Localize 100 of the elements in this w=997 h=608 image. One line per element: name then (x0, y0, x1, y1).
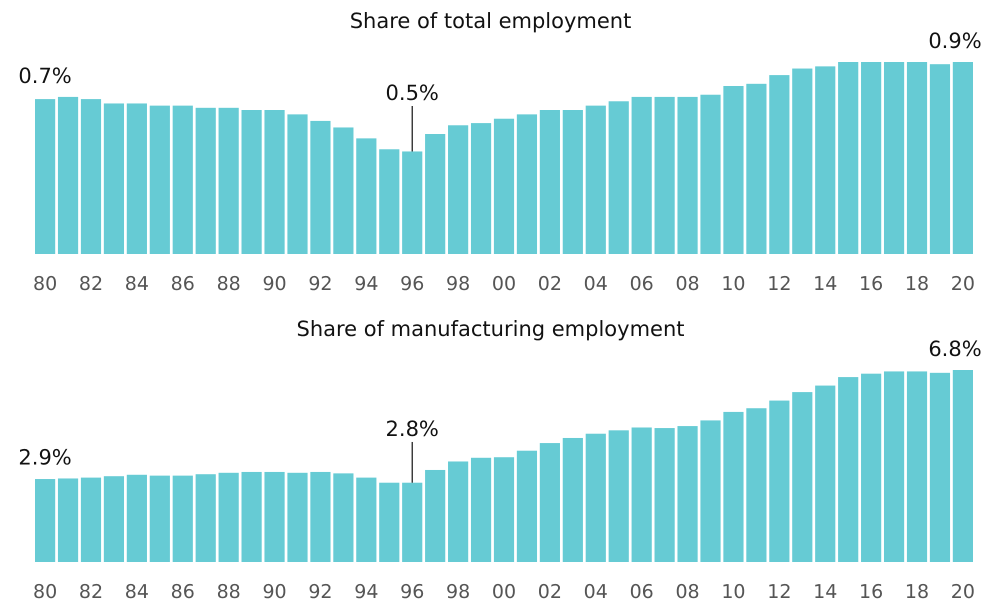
x-tick-label: 80 (33, 273, 58, 295)
x-tick-label: 02 (538, 581, 562, 603)
x-tick-label: 12 (767, 581, 792, 603)
x-tick-label: 06 (630, 273, 654, 295)
bar (632, 96, 652, 254)
bar (586, 106, 606, 254)
x-tick-label: 12 (767, 273, 792, 295)
x-tick-label: 92 (308, 581, 333, 603)
x-tick-label: 86 (170, 273, 195, 295)
x-tick-label: 00 (492, 273, 516, 295)
bar (562, 438, 583, 562)
bar (586, 434, 606, 562)
bar (356, 138, 376, 254)
bar (608, 430, 629, 562)
bar (287, 114, 308, 254)
bar (494, 457, 514, 562)
x-tick-label: 14 (813, 581, 838, 603)
bar (470, 458, 492, 562)
x-tick-label: 88 (216, 581, 241, 603)
bar (310, 120, 331, 254)
bar (884, 62, 904, 254)
x-tick-label: 18 (904, 273, 930, 295)
x-tick-label: 00 (492, 581, 516, 603)
bar (218, 472, 239, 562)
bar (700, 420, 721, 562)
bar (792, 68, 812, 254)
x-tick-label: 82 (78, 581, 104, 603)
bar (80, 99, 102, 254)
bar (516, 114, 538, 254)
x-tick-label: 20 (950, 273, 975, 295)
bar (242, 472, 262, 562)
x-tick-label: 16 (859, 273, 884, 295)
bar (723, 412, 744, 562)
bar (150, 476, 170, 562)
x-tick-label: 96 (400, 581, 424, 603)
bar (58, 478, 78, 562)
bar (196, 108, 216, 254)
x-tick-label: 84 (124, 581, 149, 603)
bar (838, 377, 858, 562)
x-tick-label: 16 (859, 581, 884, 603)
bar (172, 106, 193, 254)
chart-title: Share of total employment (350, 9, 632, 33)
bar (379, 149, 400, 254)
x-tick-label: 96 (400, 273, 424, 295)
bar (470, 123, 492, 254)
x-tick-label: 04 (584, 273, 608, 295)
bar (356, 478, 376, 562)
x-tick-label: 04 (584, 581, 608, 603)
bar (196, 474, 216, 562)
bar (861, 62, 882, 254)
x-tick-label: 14 (813, 273, 838, 295)
x-tick-label: 90 (262, 273, 287, 295)
bar (448, 125, 468, 254)
bar (379, 482, 400, 562)
bar (264, 110, 285, 254)
bar (425, 470, 446, 562)
bar (746, 408, 766, 562)
bar (333, 473, 354, 562)
bar (448, 461, 468, 562)
x-tick-label: 18 (904, 581, 930, 603)
bar (723, 86, 744, 254)
x-tick-label: 94 (354, 273, 378, 295)
bar (58, 96, 78, 254)
bar (35, 99, 56, 254)
bar (930, 64, 950, 254)
bar (218, 108, 239, 254)
bar (494, 118, 514, 254)
x-tick-label: 82 (78, 273, 104, 295)
x-tick-label: 10 (721, 273, 746, 295)
data-label: 2.9% (18, 445, 72, 470)
bar (126, 103, 147, 254)
bar (104, 103, 124, 254)
bar (952, 62, 973, 254)
x-tick-label: 94 (354, 581, 378, 603)
bar (80, 478, 102, 562)
bar (632, 427, 652, 562)
bar (562, 110, 583, 254)
bar (654, 428, 675, 562)
bar (402, 482, 422, 562)
bar (838, 62, 858, 254)
bar (906, 62, 928, 254)
data-label: 0.5% (386, 81, 439, 105)
bar (677, 96, 698, 254)
bar (287, 472, 308, 562)
x-tick-label: 92 (308, 273, 333, 295)
bar (930, 372, 950, 562)
x-tick-label: 10 (721, 581, 746, 603)
bar (540, 443, 560, 562)
bar (792, 392, 812, 562)
bar (769, 400, 790, 562)
x-tick-label: 08 (675, 581, 700, 603)
bar (815, 66, 836, 254)
bar (333, 127, 354, 254)
bar (310, 472, 331, 562)
bar (654, 96, 675, 254)
data-label: 0.7% (18, 64, 72, 88)
bar (172, 476, 193, 562)
x-tick-label: 08 (675, 273, 700, 295)
bar (516, 450, 538, 562)
x-tick-label: 90 (262, 581, 287, 603)
